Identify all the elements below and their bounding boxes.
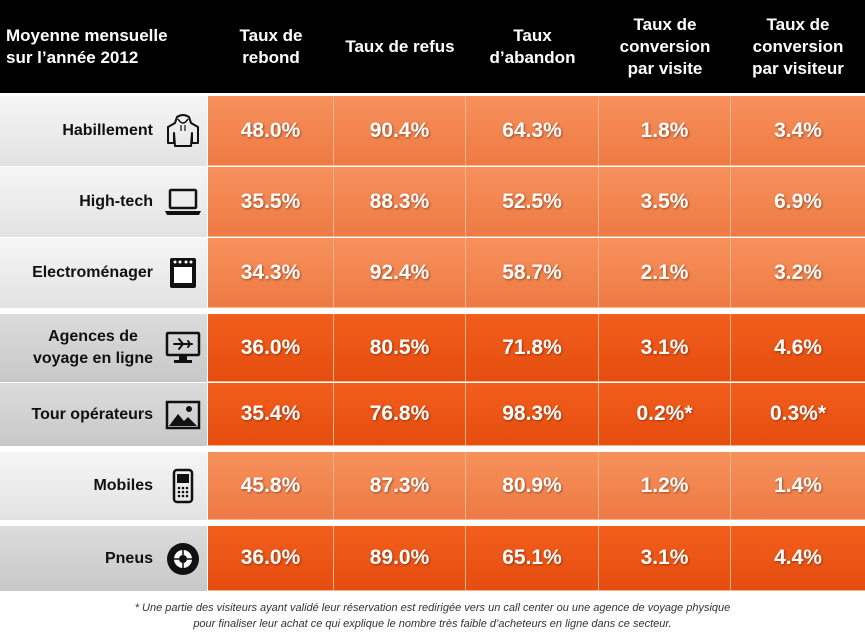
row-label: Tour opérateurs (31, 405, 154, 423)
row-label: Habillement (62, 122, 153, 139)
value-cell: 3.4% (731, 96, 865, 166)
row-label-cell: Tour opérateurs (0, 383, 208, 446)
value-cell: 3.5% (599, 167, 731, 237)
row-label: Mobiles (93, 477, 153, 494)
value-cell: 58.7% (466, 238, 599, 308)
landscape-picture-icon (163, 395, 203, 435)
row-label-cell: Habillement (0, 96, 208, 166)
value-cell: 87.3% (334, 452, 466, 520)
value-cell: 36.0% (208, 526, 334, 591)
table-row: Pneus 36.0% 89.0% 65.1% 3.1% 4.4% (0, 526, 865, 591)
footnote: * Une partie des visiteurs ayant validé … (134, 602, 731, 630)
value-cell: 98.3% (466, 383, 599, 446)
value-cell: 35.4% (208, 383, 334, 446)
table-header: Moyenne mensuelle sur l’année 2012 Taux … (0, 0, 865, 93)
row-label-cell: Pneus (0, 526, 208, 591)
table-row: Agences de voyage en ligne 36.0% 80.5% 7… (0, 314, 865, 382)
value-cell: 36.0% (208, 314, 334, 382)
value-cell: 71.8% (466, 314, 599, 382)
table-row: Mobiles 45.8% 87.3% 80.9% 1.2% 1.4% (0, 452, 865, 520)
table-row: High-tech 35.5% 88.3% 52.5% 3.5% 6.9% (0, 167, 865, 237)
value-cell: 6.9% (731, 167, 865, 237)
value-cell: 48.0% (208, 96, 334, 166)
oven-icon (163, 253, 203, 293)
value-cell: 88.3% (334, 167, 466, 237)
airplane-monitor-icon (163, 328, 203, 368)
mobile-phone-icon (163, 466, 203, 506)
row-label-cell: Agences de voyage en ligne (0, 314, 208, 382)
tire-icon (163, 539, 203, 579)
value-cell: 4.6% (731, 314, 865, 382)
value-cell: 64.3% (466, 96, 599, 166)
value-cell: 76.8% (334, 383, 466, 446)
value-cell: 1.2% (599, 452, 731, 520)
row-label: Electroménager (32, 264, 153, 281)
hoodie-icon (163, 111, 203, 151)
value-cell: 35.5% (208, 167, 334, 237)
value-cell: 2.1% (599, 238, 731, 308)
row-label-cell: High-tech (0, 167, 208, 237)
header-first-col: Moyenne mensuelle sur l’année 2012 (6, 25, 168, 67)
header-taux-abandon: Taux d’abandon (489, 25, 576, 67)
row-label-cell: Mobiles (0, 452, 208, 520)
value-cell: 52.5% (466, 167, 599, 237)
row-label-cell: Electroménager (0, 238, 208, 308)
header-conversion-visite: Taux de conversion par visite (619, 14, 711, 78)
value-cell: 1.4% (731, 452, 865, 520)
row-label: Agences de voyage en ligne (32, 328, 153, 367)
value-cell: 1.8% (599, 96, 731, 166)
value-cell: 0.2%* (599, 383, 731, 446)
value-cell: 45.8% (208, 452, 334, 520)
value-cell: 89.0% (334, 526, 466, 591)
value-cell: 3.1% (599, 526, 731, 591)
value-cell: 4.4% (731, 526, 865, 591)
header-conversion-visiteur: Taux de conversion par visiteur (752, 14, 844, 78)
value-cell: 92.4% (334, 238, 466, 308)
value-cell: 3.1% (599, 314, 731, 382)
value-cell: 0.3%* (731, 383, 865, 446)
table-row: Habillement 48.0% 90.4% 64.3% 1.8% 3.4% (0, 96, 865, 166)
row-label: High-tech (79, 193, 153, 210)
value-cell: 34.3% (208, 238, 334, 308)
header-taux-refus: Taux de refus (345, 36, 455, 56)
row-label: Pneus (104, 549, 153, 567)
value-cell: 3.2% (731, 238, 865, 308)
value-cell: 80.9% (466, 452, 599, 520)
header-taux-rebond: Taux de rebond (239, 25, 303, 67)
table-row: Tour opérateurs 35.4% 76.8% 98.3% 0.2%* … (0, 383, 865, 446)
laptop-icon (163, 182, 203, 222)
value-cell: 80.5% (334, 314, 466, 382)
value-cell: 90.4% (334, 96, 466, 166)
value-cell: 65.1% (466, 526, 599, 591)
table-row: Electroménager 34.3% 92.4% 58.7% 2.1% 3.… (0, 238, 865, 308)
